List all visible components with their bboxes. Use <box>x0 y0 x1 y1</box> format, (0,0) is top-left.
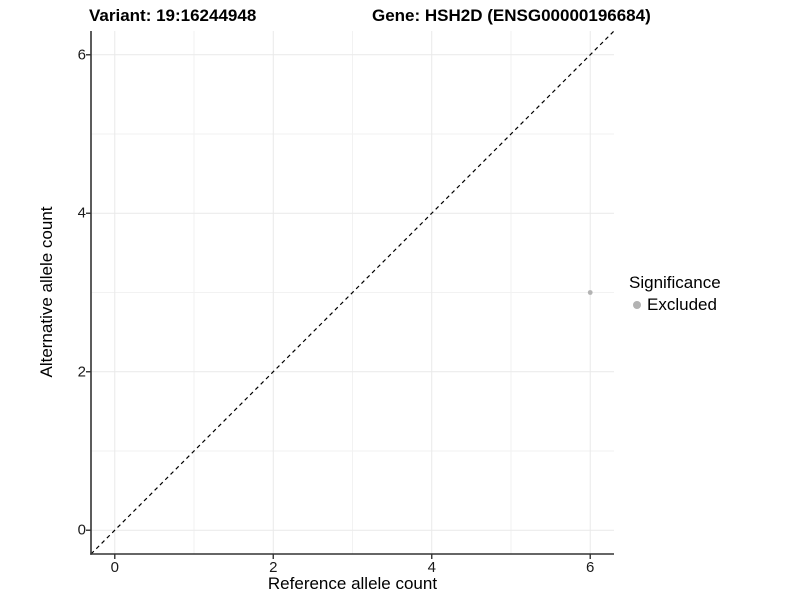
legend: Significance Excluded <box>629 273 721 315</box>
excluded-point-icon <box>633 301 641 309</box>
y-tick-label: 4 <box>77 204 86 222</box>
y-tick-label: 6 <box>77 46 86 64</box>
x-tick-label: 0 <box>110 559 119 576</box>
legend-title: Significance <box>629 273 721 292</box>
x-tick-label: 6 <box>586 559 595 576</box>
x-tick-label: 2 <box>269 559 278 576</box>
variant-title: Variant: 19:16244948 <box>89 6 257 25</box>
x-axis-title: Reference allele count <box>267 574 438 593</box>
y-tick-label: 0 <box>77 521 86 539</box>
gene-title: Gene: HSH2D (ENSG00000196684) <box>372 6 651 25</box>
y-axis-title: Alternative allele count <box>37 206 56 378</box>
identity-reference-line <box>90 30 615 555</box>
legend-item-excluded: Excluded <box>629 295 721 315</box>
y-tick-label: 2 <box>77 363 86 381</box>
data-point <box>587 290 593 295</box>
x-tick-label: 4 <box>427 559 436 576</box>
legend-item-label: Excluded <box>647 295 717 314</box>
